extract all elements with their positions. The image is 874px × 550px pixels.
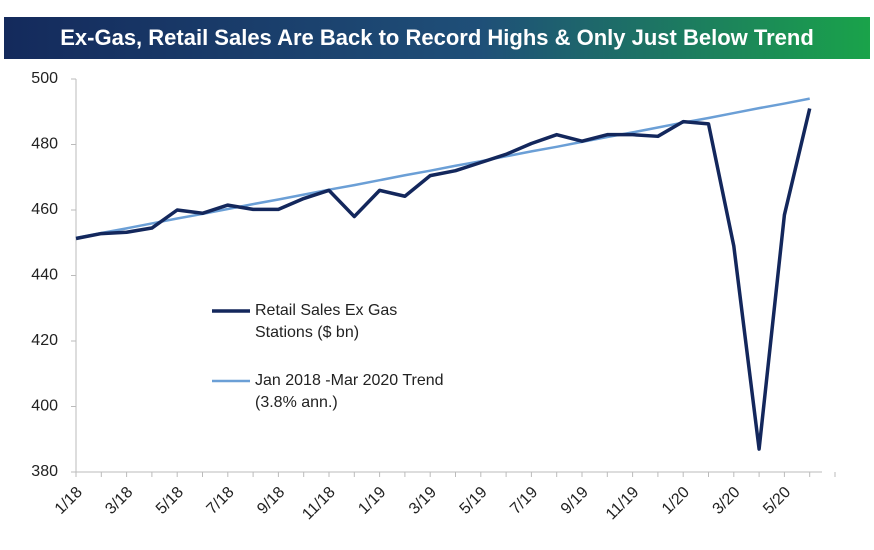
y-tick-label: 440	[31, 267, 58, 284]
y-tick-label: 380	[31, 463, 58, 480]
x-tick-label: 1/18	[52, 484, 86, 518]
y-tick-label: 500	[31, 70, 58, 87]
x-tick-label: 3/20	[710, 484, 744, 518]
y-tick-label: 480	[31, 136, 58, 153]
x-tick-label: 5/18	[153, 484, 187, 518]
x-tick-label: 11/18	[299, 484, 339, 524]
x-tick-label: 7/18	[204, 484, 238, 518]
y-tick-label: 420	[31, 332, 58, 349]
x-tick-label: 3/18	[102, 484, 136, 518]
series-line	[75, 108, 812, 451]
y-tick-label: 400	[31, 398, 58, 415]
x-tick-label: 9/19	[558, 484, 592, 518]
x-tick-label: 9/18	[254, 484, 288, 518]
y-tick-label: 460	[31, 201, 58, 218]
title-bar	[4, 17, 870, 59]
chart-title: Ex-Gas, Retail Sales Are Back to Record …	[60, 25, 814, 50]
x-tick-label: 11/19	[603, 484, 643, 524]
x-tick-label: 5/19	[457, 484, 491, 518]
x-tick-label: 1/20	[659, 484, 693, 518]
x-tick-label: 3/19	[406, 484, 440, 518]
x-tick-label: 7/19	[507, 484, 541, 518]
x-tick-label: 1/19	[355, 484, 389, 518]
x-tick-label: 5/20	[760, 484, 794, 518]
legend-label: Retail Sales Ex Gas Stations ($ bn)	[255, 302, 398, 341]
legend-label: Jan 2018 -Mar 2020 Trend (3.8% ann.)	[255, 372, 444, 411]
series-line	[75, 97, 810, 240]
